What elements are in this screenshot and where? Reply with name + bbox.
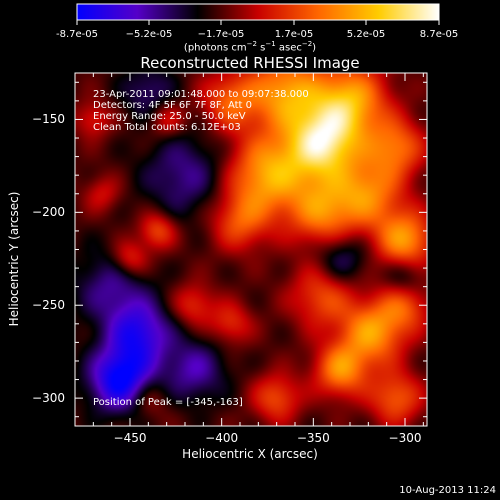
- y-tick-label: −200: [32, 205, 65, 220]
- info-energy-range: Energy Range: 25.0 - 50.0 keV: [93, 111, 246, 122]
- info-time-range: 23-Apr-2011 09:01:48.000 to 09:07:38.000: [93, 89, 309, 100]
- colorbar-ticks: [76, 20, 440, 25]
- y-tick-label: −300: [32, 391, 65, 406]
- x-tick-label: −350: [296, 431, 330, 445]
- axis-ticks: [75, 73, 427, 426]
- colorbar-unit: (photons cm−2 s−1 asec−2): [183, 40, 317, 54]
- x-tick-label: −400: [205, 431, 239, 445]
- colorbar-tick-label: −5.2e-05: [125, 29, 173, 40]
- colorbar-tick-label: −1.7e-05: [197, 29, 245, 40]
- colorbar-tick-label: 1.7e-05: [274, 29, 314, 40]
- heatmap-image: [75, 73, 427, 426]
- y-axis-label: Heliocentric Y (arcsec): [7, 191, 21, 327]
- colorbar-tick-label: 5.2e-05: [346, 29, 386, 40]
- y-tick-label: −150: [32, 112, 65, 127]
- colorbar: [76, 3, 440, 21]
- colorbar-tick-label: 8.7e-05: [419, 29, 459, 40]
- peak-position-label: Position of Peak = [-345,-163]: [93, 397, 243, 408]
- info-detectors: Detectors: 4F 5F 6F 7F 8F, Att 0: [93, 100, 253, 111]
- x-tick-label: −300: [388, 431, 422, 445]
- y-tick-label: −250: [32, 298, 65, 313]
- chart-title: Reconstructed RHESSI Image: [140, 54, 360, 72]
- timestamp: 10-Aug-2013 11:24: [399, 485, 496, 496]
- info-total-counts: Clean Total counts: 6.12E+03: [93, 122, 241, 133]
- x-axis-label: Heliocentric X (arcsec): [182, 447, 318, 461]
- colorbar-tick-label: -8.7e-05: [56, 29, 98, 40]
- x-tick-label: −450: [113, 431, 147, 445]
